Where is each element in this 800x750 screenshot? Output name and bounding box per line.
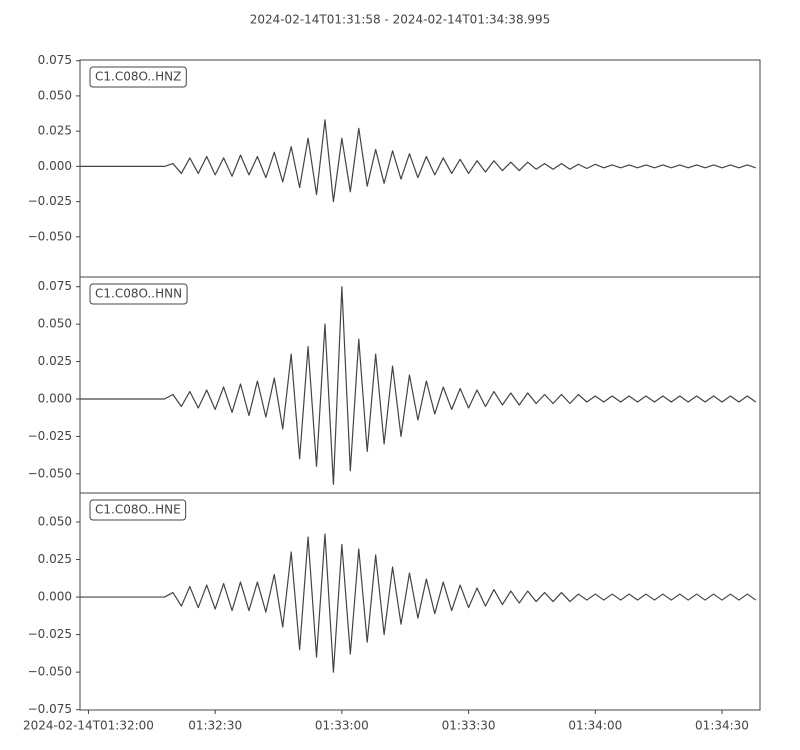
y-tick-label: −0.025 xyxy=(28,429,72,443)
y-tick-label: −0.050 xyxy=(28,229,72,243)
panel-frame xyxy=(79,59,761,278)
channel-label: C1.C08O..HNE xyxy=(95,503,181,517)
x-tick-label: 01:33:00 xyxy=(315,719,369,733)
y-tick-label: 0.000 xyxy=(38,391,72,405)
y-tick-label: 0.025 xyxy=(38,124,72,138)
channel-label-box xyxy=(89,66,187,88)
waveform xyxy=(80,286,757,485)
y-tick-label: 0.050 xyxy=(38,317,72,331)
x-tick-label: 2024-02-14T01:32:00 xyxy=(23,719,154,733)
y-tick-label: 0.000 xyxy=(38,590,72,604)
y-tick-label: −0.025 xyxy=(28,194,72,208)
waveform xyxy=(80,119,756,203)
channel-label-box xyxy=(89,283,188,305)
channel-label: C1.C08O..HNN xyxy=(95,287,182,301)
channel-label-box xyxy=(89,499,187,521)
y-tick-label: 0.050 xyxy=(38,514,72,528)
channel-label: C1.C08O..HNZ xyxy=(95,70,181,84)
y-tick-label: −0.025 xyxy=(28,627,72,641)
y-tick-label: −0.050 xyxy=(28,665,72,679)
waveform xyxy=(80,533,757,673)
x-tick-label: 01:34:00 xyxy=(568,719,622,733)
x-tick-label: 01:33:30 xyxy=(442,719,496,733)
y-tick-label: 0.025 xyxy=(38,354,72,368)
y-tick-label: −0.050 xyxy=(28,466,72,480)
panel-frame xyxy=(79,492,761,711)
y-tick-label: 0.000 xyxy=(38,159,72,173)
y-tick-label: 0.050 xyxy=(38,88,72,102)
chart-title: 2024-02-14T01:31:58 - 2024-02-14T01:34:3… xyxy=(250,13,551,27)
y-tick-label: 0.075 xyxy=(38,53,72,67)
x-tick-label: 01:34:30 xyxy=(695,719,749,733)
panel-frame xyxy=(79,276,761,494)
y-tick-label: 0.025 xyxy=(38,552,72,566)
y-tick-label: −0.075 xyxy=(28,702,72,716)
y-tick-label: 0.075 xyxy=(38,279,72,293)
x-tick-label: 01:32:30 xyxy=(188,719,242,733)
